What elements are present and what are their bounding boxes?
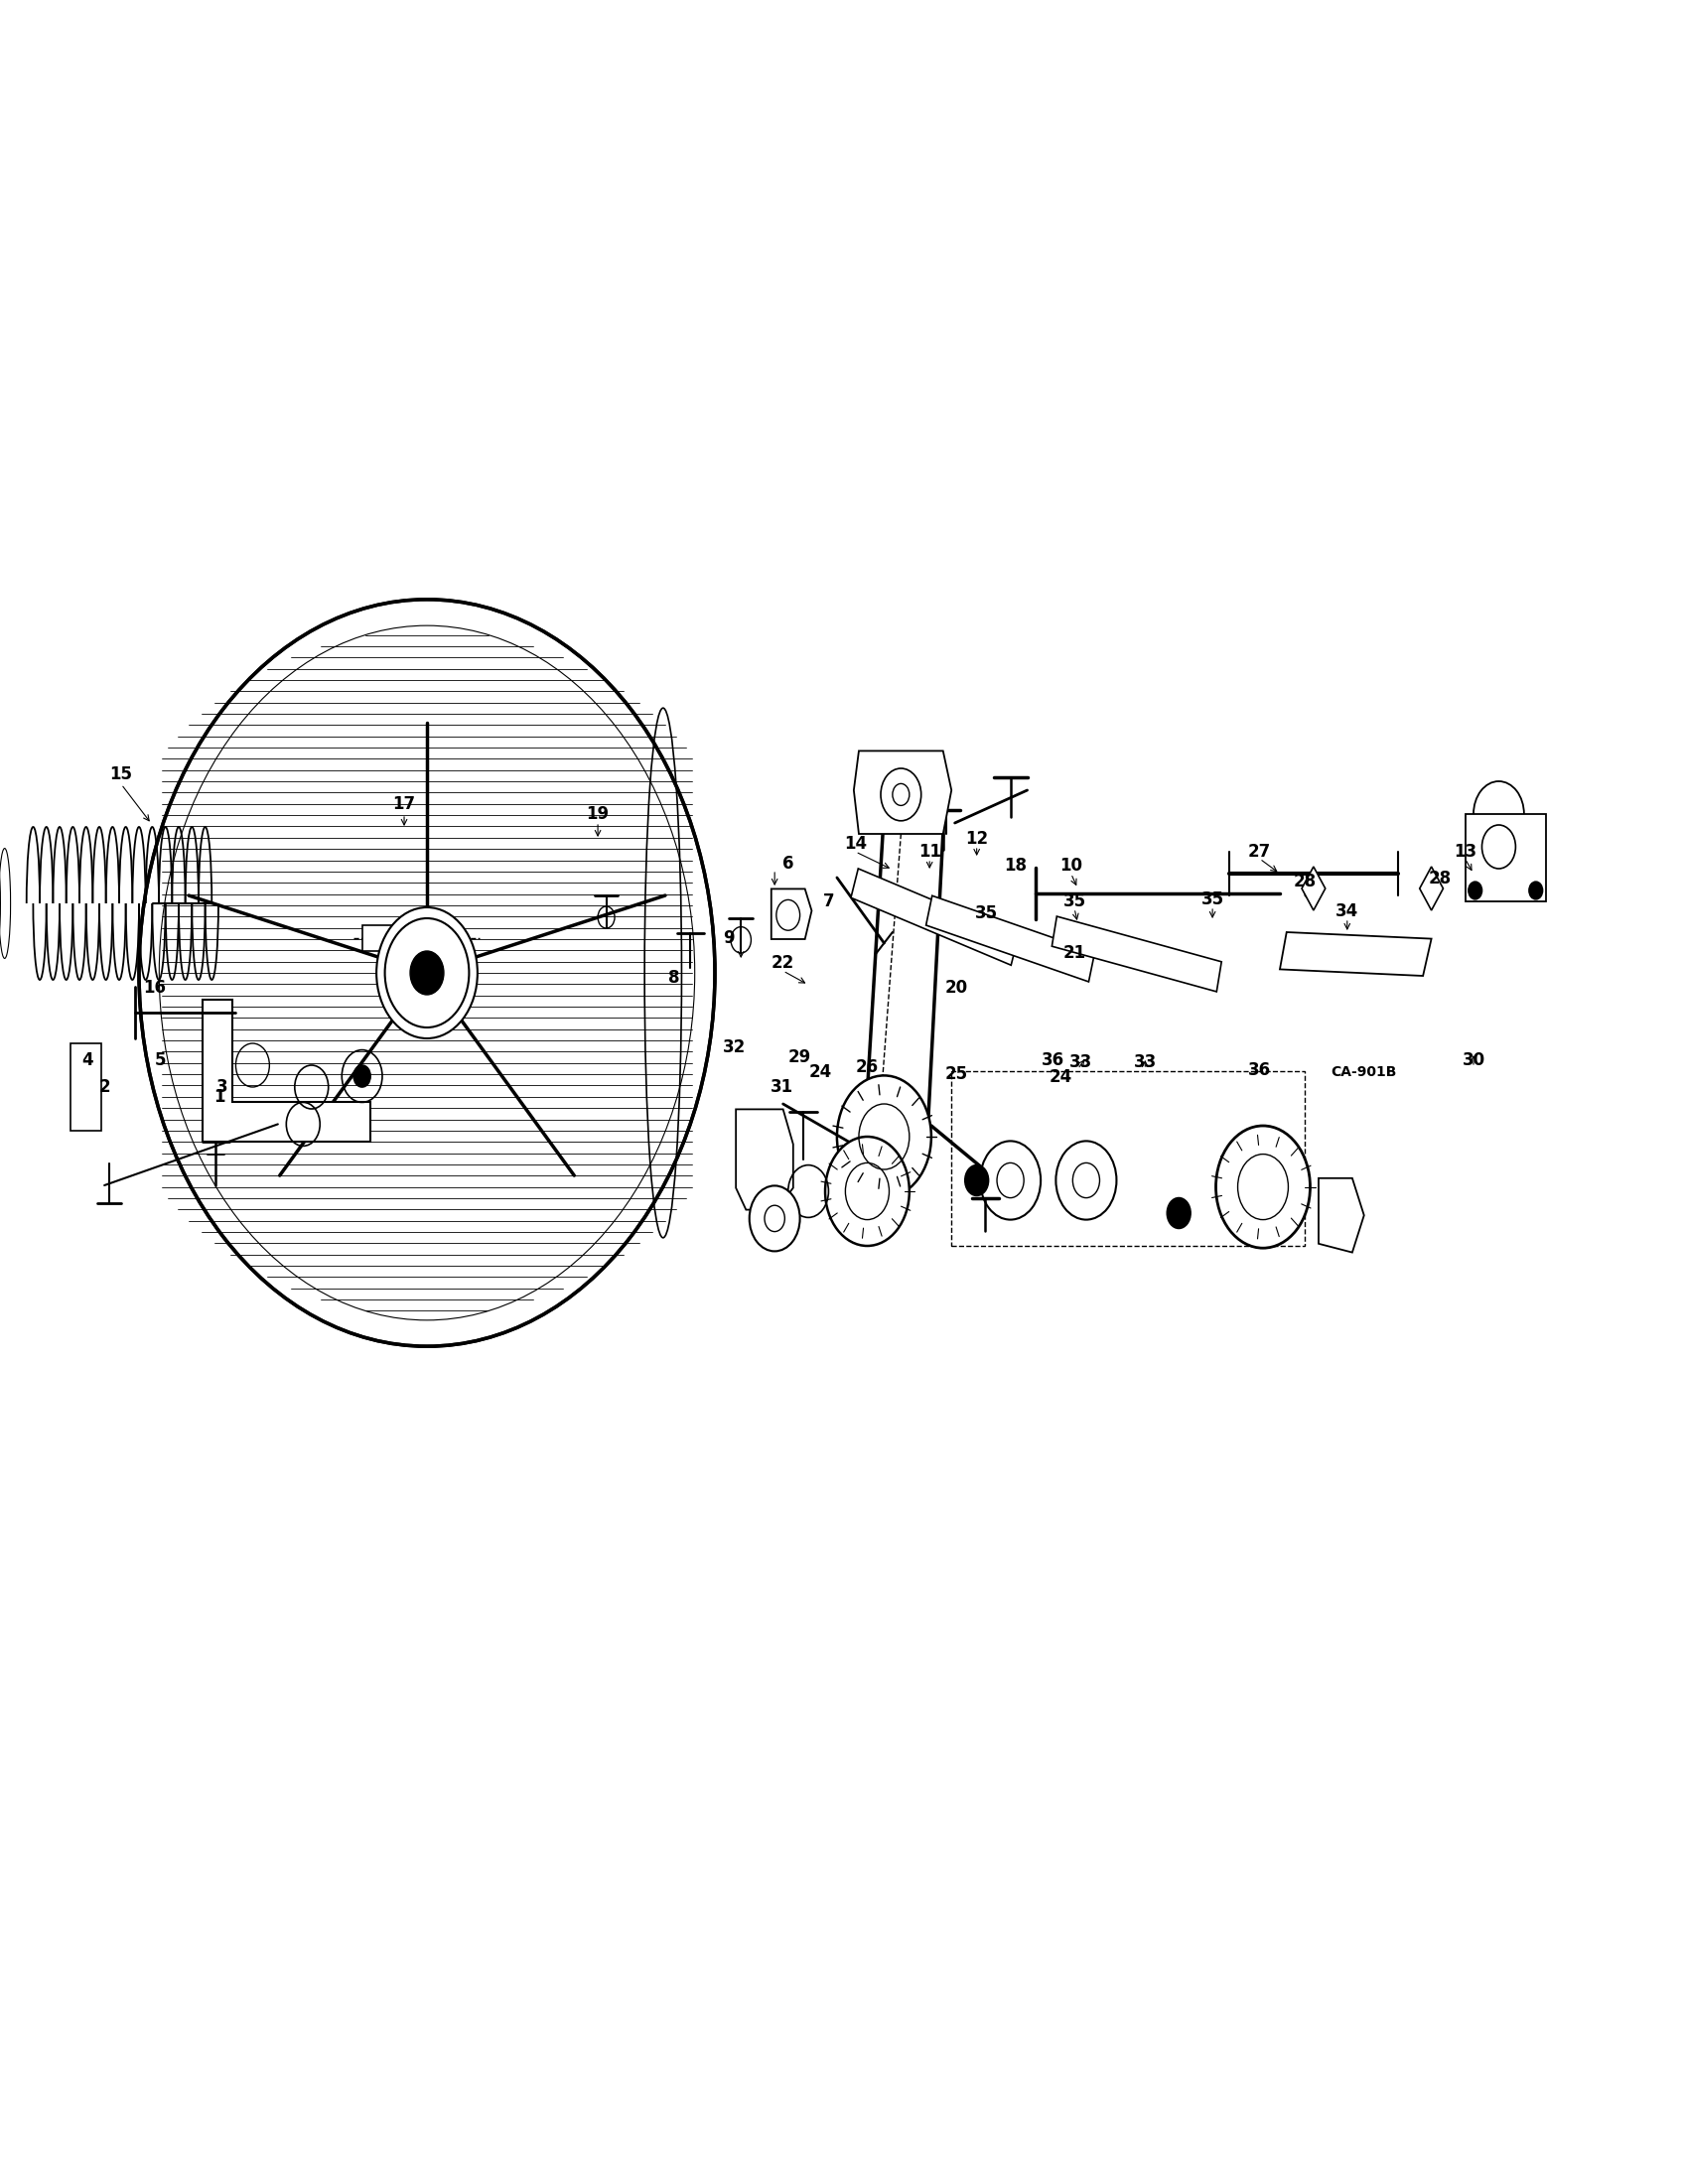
Text: 36: 36 [1248,1061,1271,1079]
Polygon shape [202,1000,370,1142]
Circle shape [965,1164,989,1195]
Polygon shape [1319,1177,1364,1251]
Text: 32: 32 [722,1037,746,1057]
Text: 22: 22 [771,954,795,972]
Text: 15: 15 [109,764,133,784]
Text: 1: 1 [214,1088,224,1105]
Text: 34: 34 [1335,902,1359,919]
Circle shape [1056,1140,1116,1219]
Text: 13: 13 [1453,843,1477,860]
Text: 28: 28 [1428,869,1452,887]
Polygon shape [1465,815,1546,902]
Text: 8: 8 [669,970,679,987]
Text: 7: 7 [823,893,834,911]
Circle shape [980,1140,1041,1219]
Polygon shape [854,751,951,834]
Text: 35: 35 [1201,891,1224,909]
Text: 17: 17 [392,795,416,812]
Text: 10: 10 [1059,856,1083,874]
Text: 11: 11 [918,843,941,860]
Text: 31: 31 [770,1079,793,1096]
Text: 29: 29 [788,1048,812,1066]
Text: 27: 27 [1248,843,1271,860]
Circle shape [1529,882,1543,900]
Polygon shape [771,889,812,939]
Text: 12: 12 [965,830,989,847]
Text: 16: 16 [143,978,167,996]
Text: 35: 35 [975,904,999,922]
Text: 20: 20 [945,978,968,996]
Circle shape [825,1136,909,1245]
Polygon shape [1302,867,1325,911]
Circle shape [1468,882,1482,900]
Polygon shape [736,1109,793,1210]
Text: 33: 33 [1133,1053,1157,1070]
Polygon shape [71,1044,101,1131]
Circle shape [1216,1125,1310,1247]
Polygon shape [1280,933,1431,976]
Text: 24: 24 [1049,1068,1073,1085]
Text: 33: 33 [1069,1053,1093,1070]
Text: 36: 36 [1041,1051,1064,1070]
Circle shape [1167,1197,1191,1227]
Text: 35: 35 [1063,893,1086,911]
Text: 28: 28 [1293,874,1317,891]
Text: 4: 4 [83,1051,93,1070]
Circle shape [377,906,478,1037]
Polygon shape [1052,917,1221,992]
Polygon shape [1420,867,1443,911]
Text: 19: 19 [586,806,610,823]
Circle shape [749,1186,800,1251]
Text: 9: 9 [724,928,734,948]
Text: 26: 26 [855,1059,879,1077]
Circle shape [837,1075,931,1197]
Polygon shape [850,869,1019,965]
Text: 14: 14 [844,834,867,852]
Text: 6: 6 [783,854,793,874]
Circle shape [140,598,716,1345]
Text: 18: 18 [1004,856,1027,874]
Text: 21: 21 [1063,943,1086,961]
Text: 2: 2 [99,1079,109,1096]
Circle shape [354,1066,370,1088]
Polygon shape [926,895,1095,983]
Text: 3: 3 [217,1079,227,1096]
Circle shape [411,950,445,994]
Text: CA-901B: CA-901B [1330,1066,1398,1079]
Text: 5: 5 [155,1051,165,1070]
Text: 25: 25 [945,1066,968,1083]
Text: 30: 30 [1462,1051,1485,1070]
Polygon shape [362,926,446,952]
Text: 24: 24 [808,1064,832,1081]
